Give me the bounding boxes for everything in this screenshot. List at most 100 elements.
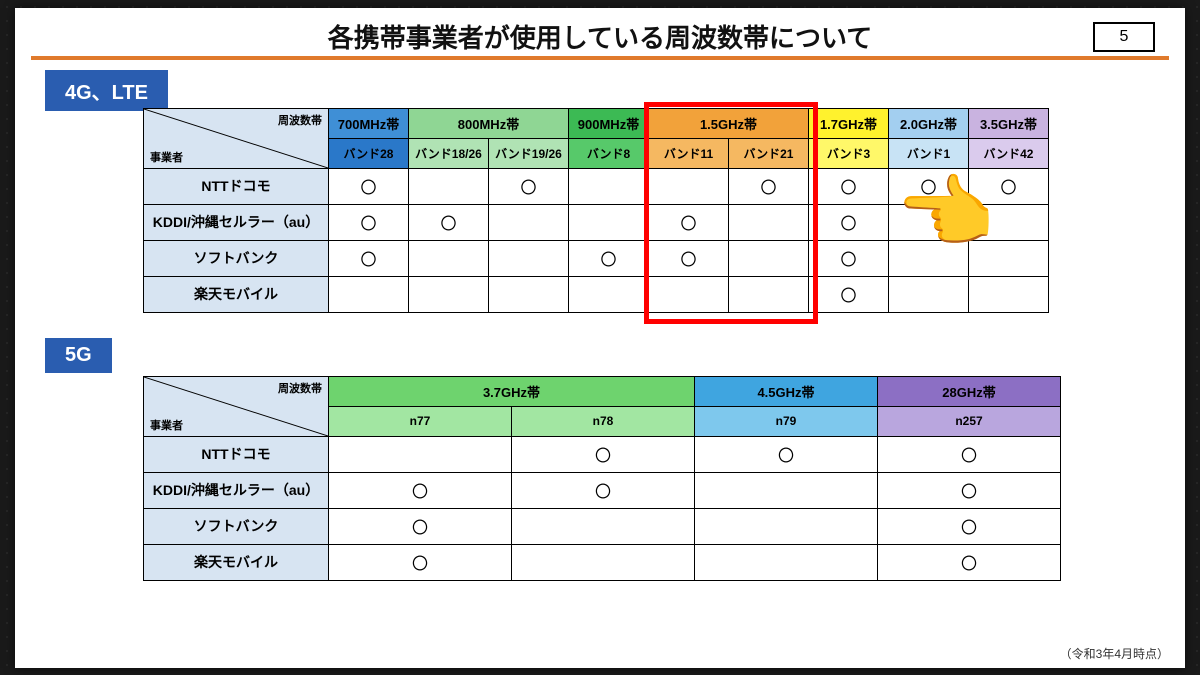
mark-icon: 〇 xyxy=(961,520,977,537)
table-cell: 〇 xyxy=(649,240,729,276)
table-cell xyxy=(512,508,695,544)
mark-icon: 〇 xyxy=(520,180,536,197)
table-cell: 〇 xyxy=(878,436,1061,472)
band-header: n78 xyxy=(512,406,695,436)
table-cell: 〇 xyxy=(489,168,569,204)
carrier-row-header: NTTドコモ xyxy=(144,168,329,204)
corner-bottom-label: 事業者 xyxy=(150,149,183,165)
freq-group-header: 3.5GHz帯 xyxy=(969,108,1049,138)
corner-top-label: 周波数帯 xyxy=(278,112,322,128)
freq-group-header: 28GHz帯 xyxy=(878,376,1061,406)
table-cell xyxy=(409,240,489,276)
table-cell xyxy=(695,472,878,508)
band-header: バンド42 xyxy=(969,138,1049,168)
mark-icon: 〇 xyxy=(412,556,428,573)
corner-top-label: 周波数帯 xyxy=(278,380,322,396)
page-title: 各携帯事業者が使用している周波数帯について xyxy=(15,18,1185,55)
table-cell xyxy=(729,276,809,312)
table-cell: 〇 xyxy=(329,544,512,580)
table-cell xyxy=(969,204,1049,240)
table-cell: 〇 xyxy=(809,168,889,204)
mark-icon: 〇 xyxy=(961,484,977,501)
header-rule xyxy=(31,56,1169,60)
band-header: バンド1 xyxy=(889,138,969,168)
mark-icon: 〇 xyxy=(760,180,776,197)
table-cell xyxy=(569,204,649,240)
table-cell: 〇 xyxy=(512,472,695,508)
band-header: バンド21 xyxy=(729,138,809,168)
carrier-row-header: KDDI/沖縄セルラー（au） xyxy=(144,204,329,240)
table-cell: 〇 xyxy=(409,204,489,240)
table-cell xyxy=(489,276,569,312)
band-header: n257 xyxy=(878,406,1061,436)
table-cell xyxy=(329,436,512,472)
freq-group-header: 4.5GHz帯 xyxy=(695,376,878,406)
table-cell: 〇 xyxy=(329,508,512,544)
table-cell xyxy=(969,276,1049,312)
table-cell xyxy=(889,204,969,240)
page-number: 5 xyxy=(1120,28,1129,46)
freq-group-header: 900MHz帯 xyxy=(569,108,649,138)
mark-icon: 〇 xyxy=(412,484,428,501)
mark-icon: 〇 xyxy=(920,180,936,197)
mark-icon: 〇 xyxy=(840,216,856,233)
freq-group-header: 2.0GHz帯 xyxy=(889,108,969,138)
mark-icon: 〇 xyxy=(440,216,456,233)
footnote: （令和3年4月時点） xyxy=(1060,645,1169,662)
table-cell xyxy=(409,168,489,204)
table-cell: 〇 xyxy=(969,168,1049,204)
band-header: バンド19/26 xyxy=(489,138,569,168)
carrier-row-header: 楽天モバイル xyxy=(144,544,329,580)
carrier-row-header: ソフトバンク xyxy=(144,508,329,544)
table-cell: 〇 xyxy=(695,436,878,472)
table-cell xyxy=(329,276,409,312)
mark-icon: 〇 xyxy=(680,252,696,269)
mark-icon: 〇 xyxy=(600,252,616,269)
table-cell: 〇 xyxy=(889,168,969,204)
table-cell xyxy=(489,204,569,240)
table-cell: 〇 xyxy=(329,168,409,204)
table-cell: 〇 xyxy=(809,240,889,276)
table-cell xyxy=(889,240,969,276)
table-cell xyxy=(649,168,729,204)
mark-icon: 〇 xyxy=(840,180,856,197)
mark-icon: 〇 xyxy=(595,448,611,465)
band-header: バンド18/26 xyxy=(409,138,489,168)
mark-icon: 〇 xyxy=(360,180,376,197)
table-cell xyxy=(569,276,649,312)
mark-icon: 〇 xyxy=(961,448,977,465)
table-cell xyxy=(409,276,489,312)
table-cell: 〇 xyxy=(809,276,889,312)
table-corner: 周波数帯 事業者 xyxy=(144,108,329,168)
mark-icon: 〇 xyxy=(595,484,611,501)
band-header: n79 xyxy=(695,406,878,436)
carrier-row-header: ソフトバンク xyxy=(144,240,329,276)
freq-group-header: 700MHz帯 xyxy=(329,108,409,138)
table-cell xyxy=(889,276,969,312)
mark-icon: 〇 xyxy=(840,252,856,269)
corner-bottom-label: 事業者 xyxy=(150,417,183,433)
band-header: バンド28 xyxy=(329,138,409,168)
table-4g: 周波数帯 事業者700MHz帯800MHz帯900MHz帯1.5GHz帯1.7G… xyxy=(143,108,1049,313)
table-cell xyxy=(512,544,695,580)
table-cell xyxy=(649,276,729,312)
mark-icon: 〇 xyxy=(360,252,376,269)
table-cell xyxy=(729,240,809,276)
table-cell: 〇 xyxy=(569,240,649,276)
table-cell: 〇 xyxy=(809,204,889,240)
mark-icon: 〇 xyxy=(360,216,376,233)
freq-group-header: 800MHz帯 xyxy=(409,108,569,138)
band-header: バンド11 xyxy=(649,138,729,168)
table-cell xyxy=(729,204,809,240)
table-cell xyxy=(569,168,649,204)
band-header: バンド8 xyxy=(569,138,649,168)
table-cell xyxy=(489,240,569,276)
table-cell: 〇 xyxy=(878,508,1061,544)
slide: 各携帯事業者が使用している周波数帯について 5 4G、LTE 周波数帯 事業者7… xyxy=(15,8,1185,668)
mark-icon: 〇 xyxy=(778,448,794,465)
band-header: n77 xyxy=(329,406,512,436)
table-corner: 周波数帯 事業者 xyxy=(144,376,329,436)
table-cell: 〇 xyxy=(329,472,512,508)
table-5g: 周波数帯 事業者3.7GHz帯4.5GHz帯28GHz帯n77n78n79n25… xyxy=(143,376,1061,581)
freq-group-header: 3.7GHz帯 xyxy=(329,376,695,406)
